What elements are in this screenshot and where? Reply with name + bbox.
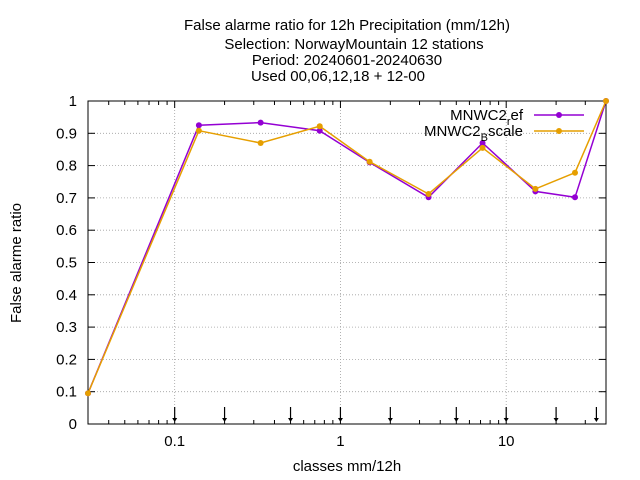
- data-point: [479, 144, 486, 151]
- data-point: [316, 123, 323, 130]
- y-tick-label: 0.8: [56, 158, 77, 175]
- data-point: [316, 127, 323, 134]
- legend-marker-1: [556, 112, 562, 118]
- series: [85, 98, 609, 397]
- x-axis-label: classes mm/12h: [293, 458, 401, 475]
- data-point: [195, 127, 202, 134]
- series-line-1: [87, 100, 607, 394]
- data-point: [257, 119, 264, 126]
- axes: 0 0.1 0.2 0.3 0.4 0.5 0.6 0.7 0.8 0.9 1 0.1 1 10: [56, 93, 607, 450]
- data-point: [366, 158, 373, 165]
- threshold-arrow-head: [503, 418, 509, 422]
- data-point: [479, 139, 486, 146]
- threshold-arrow-head: [288, 418, 294, 422]
- title-line-2: Selection: NorwayMountain 12 stations: [224, 36, 483, 53]
- threshold-arrow-head: [337, 418, 343, 422]
- x-tick-label: 10: [498, 433, 515, 450]
- y-tick-label: 0.6: [56, 222, 77, 239]
- threshold-arrow-head: [172, 418, 178, 422]
- title-line-4: Used 00,06,12,18 + 12-00: [251, 68, 425, 85]
- data-point: [603, 98, 609, 104]
- threshold-arrow-head: [387, 418, 393, 422]
- title-line-3: Period: 20240601-20240630: [252, 52, 442, 69]
- threshold-arrow-head: [553, 418, 559, 422]
- title-line-1: False alarme ratio for 12h Precipitation…: [184, 17, 510, 34]
- x-tick-label: 0.1: [164, 433, 185, 450]
- y-axis-label: False alarme ratio: [8, 203, 25, 323]
- y-tick-label: 0.9: [56, 125, 77, 142]
- y-tick-label: 0.4: [56, 287, 77, 304]
- grid: [88, 101, 606, 424]
- legend-label-2: MNWC2Bscale: [424, 123, 523, 144]
- y-tick-label: 0.7: [56, 190, 77, 207]
- data-point: [257, 139, 264, 146]
- series-line-2: [87, 100, 607, 394]
- data-point: [195, 122, 202, 129]
- threshold-arrow-head: [453, 418, 459, 422]
- y-tick-label: 0.5: [56, 255, 77, 272]
- y-tick-label: 0.1: [56, 384, 77, 401]
- threshold-arrow-head: [222, 418, 228, 422]
- data-point: [85, 390, 91, 397]
- legend-label-1: MNWC2ref: [450, 107, 524, 128]
- data-point: [571, 169, 578, 176]
- y-tick-label: 0.2: [56, 351, 77, 368]
- plot-frame: [87, 100, 607, 425]
- chart-title: False alarme ratio for 12h Precipitation…: [184, 17, 510, 85]
- legend-marker-2: [556, 128, 562, 134]
- y-tick-label: 1: [69, 93, 77, 110]
- y-tick-label: 0.3: [56, 319, 77, 336]
- data-point: [532, 185, 539, 192]
- data-point: [571, 194, 578, 201]
- x-tick-label: 1: [336, 433, 344, 450]
- threshold-arrow-head: [593, 418, 599, 422]
- y-tick-label: 0: [69, 416, 77, 433]
- data-point: [425, 191, 432, 198]
